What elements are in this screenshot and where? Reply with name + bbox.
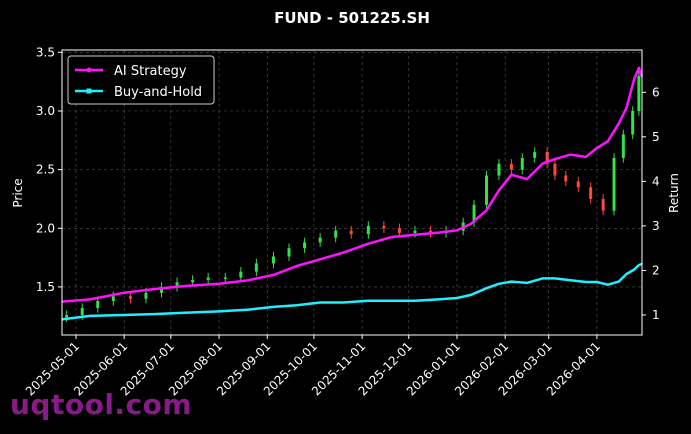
candle-body [612,157,616,211]
candle-body [637,75,641,111]
candle-body [413,230,417,233]
left-tick-label: 2.5 [36,163,55,177]
series-line-ai-strategy [61,66,644,303]
candle-body [509,163,513,170]
candle-body [366,225,370,235]
candle-body [631,110,635,135]
candle-body [223,277,227,280]
candle-body [533,152,537,158]
legend-box [67,55,215,105]
left-tick-label: 1.5 [36,280,55,294]
candle-body [564,175,568,182]
candle-body [497,163,501,176]
candle-body [144,292,148,299]
plot-frame [61,49,643,336]
candle-body [382,225,386,229]
legend-label-ai-strategy: AI Strategy [114,64,187,79]
candle-body [472,204,476,223]
candle-body [621,134,625,158]
right-tick-label: 5 [652,130,660,144]
legend-marker-ai-strategy [86,67,92,73]
legend-label-buy-and-hold: Buy-and-Hold [114,85,202,100]
left-tick-label: 3.5 [36,45,55,59]
left-tick-label: 3.0 [36,104,55,118]
legend-marker-buy-and-hold [86,88,92,94]
right-tick-label: 4 [652,174,660,188]
candle-body [206,277,210,280]
candle-body [239,271,243,278]
candle-body [65,315,69,318]
series-line-buy-and-hold [61,262,643,321]
candle-body [191,279,195,283]
candle-body [111,296,115,301]
right-axis-ticks: 1 2 3 4 5 6 [642,85,660,322]
candle-body [545,152,549,164]
candle-body [96,300,100,309]
right-tick-label: 3 [652,219,660,233]
candle-body [349,230,353,235]
candle-body [271,256,275,264]
right-tick-label: 2 [652,263,660,277]
candle-body [589,187,593,199]
watermark: uqtool.com [10,388,193,421]
right-tick-label: 1 [652,308,660,322]
candle-body [397,228,401,233]
series-lines [61,66,644,321]
chart-title: FUND - 501225.SH [274,9,430,27]
candle-body [334,230,338,238]
right-axis-label: Return [667,173,681,213]
grid [62,50,642,335]
candle-body [128,296,132,299]
candle-body [175,282,179,287]
left-axis-label: Price [11,178,25,207]
candle-body [576,181,580,188]
candle-body [303,242,307,249]
candle-body [601,198,605,211]
legend: AI Strategy Buy-and-Hold [67,55,215,105]
candle-body [553,163,557,176]
candle-body [520,157,524,170]
candle-body [429,230,433,233]
candle-body [254,263,258,272]
candle-body [160,286,164,293]
left-axis-ticks: 1.5 2.0 2.5 3.0 3.5 [36,45,62,294]
candle-body [287,248,291,257]
candle-body [485,175,489,205]
left-tick-label: 2.0 [36,221,55,235]
candle-body [318,237,322,243]
right-tick-label: 6 [652,85,660,99]
candle-body [80,308,84,316]
